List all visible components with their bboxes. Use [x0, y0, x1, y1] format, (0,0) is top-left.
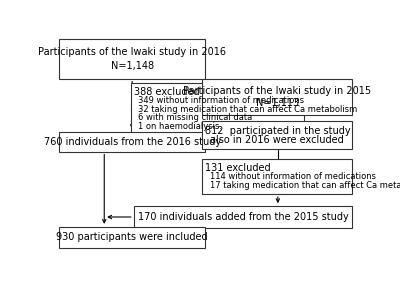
Bar: [59, 227, 205, 248]
Text: 17 taking medication that can affect Ca metabolism: 17 taking medication that can affect Ca …: [210, 181, 400, 190]
Text: 760 individuals from the 2016 study: 760 individuals from the 2016 study: [44, 137, 221, 147]
Text: 170 individuals added from the 2015 study: 170 individuals added from the 2015 stud…: [138, 212, 348, 222]
Text: 1 on haemodialysis.: 1 on haemodialysis.: [138, 122, 222, 131]
Bar: [202, 159, 352, 194]
Text: Participants of the Iwaki study in 2015: Participants of the Iwaki study in 2015: [183, 86, 371, 96]
Text: also in 2016 were excluded: also in 2016 were excluded: [210, 135, 343, 145]
Text: N=1,113: N=1,113: [256, 98, 299, 108]
Text: 930 participants were included: 930 participants were included: [56, 232, 208, 242]
Text: 32 taking medication that can affect Ca metabolism: 32 taking medication that can affect Ca …: [138, 105, 358, 114]
Bar: [202, 79, 352, 115]
Bar: [131, 83, 304, 135]
Bar: [202, 121, 352, 149]
Text: 131 excluded: 131 excluded: [205, 163, 271, 173]
Text: 114 without information of medications: 114 without information of medications: [210, 172, 376, 181]
Text: 812  participated in the study: 812 participated in the study: [205, 126, 351, 136]
Text: 388 excluded: 388 excluded: [134, 87, 199, 97]
Text: Participants of the Iwaki study in 2016: Participants of the Iwaki study in 2016: [38, 48, 226, 57]
Text: 6 with missing clinical data: 6 with missing clinical data: [138, 113, 253, 122]
Text: 349 without information of medications: 349 without information of medications: [138, 96, 304, 105]
Bar: [134, 206, 352, 228]
Bar: [59, 39, 205, 79]
Text: N=1,148: N=1,148: [110, 61, 154, 70]
Bar: [59, 132, 205, 152]
